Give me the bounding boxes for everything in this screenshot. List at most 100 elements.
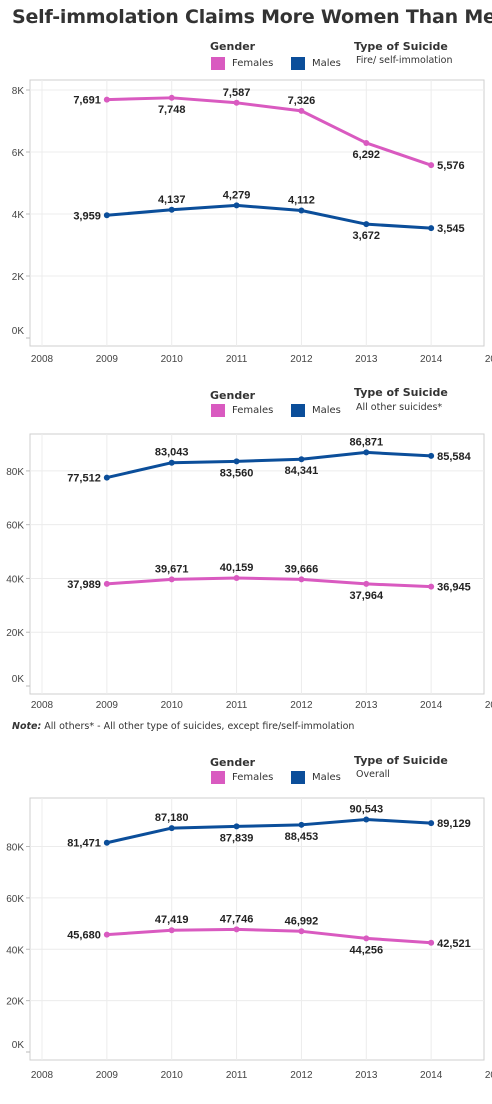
x-tick-label: 2008 — [31, 354, 54, 365]
x-tick-label: 2011 — [226, 1070, 248, 1081]
x-tick-label: 2014 — [420, 354, 443, 365]
note-text: All others* - All other type of suicides… — [44, 721, 355, 732]
males-swatch — [291, 771, 305, 784]
data-point-males — [363, 221, 370, 228]
data-point-females — [103, 931, 110, 938]
y-tick-label: 0K — [12, 674, 25, 685]
data-label-females: 7,748 — [158, 104, 186, 116]
x-tick-label: 2009 — [96, 354, 119, 365]
legend-gender-title: Gender — [210, 389, 256, 402]
legend-females-label: Females — [232, 405, 274, 416]
data-label-males: 86,871 — [349, 436, 383, 448]
data-point-males — [168, 825, 175, 832]
plot-frame — [29, 79, 485, 347]
x-tick-label: 2012 — [290, 700, 313, 711]
series-line-females — [106, 576, 432, 589]
footnote: Note: All others* - All other type of su… — [12, 721, 354, 732]
data-point-females — [428, 939, 435, 946]
legend-type-title: Type of Suicide — [354, 754, 448, 767]
data-label-males: 88,453 — [285, 831, 319, 843]
x-tick-label: 2010 — [161, 700, 184, 711]
males-swatch — [291, 57, 305, 70]
females-swatch — [211, 404, 225, 417]
x-tick-label: 2015 — [485, 354, 492, 365]
data-label-males: 85,584 — [437, 451, 472, 463]
data-label-females: 40,159 — [220, 562, 254, 574]
legend-gender-title: Gender — [210, 756, 256, 769]
data-label-males: 83,043 — [155, 447, 189, 459]
data-label-females: 36,945 — [437, 582, 471, 594]
plot-frame — [29, 797, 485, 1061]
x-tick-label: 2009 — [96, 700, 119, 711]
y-tick-label: 2K — [12, 272, 25, 283]
data-point-females — [298, 928, 305, 935]
data-label-males: 4,112 — [288, 195, 315, 207]
data-point-males — [298, 207, 305, 214]
data-label-males: 3,545 — [437, 223, 465, 235]
x-tick-label: 2012 — [290, 354, 313, 365]
legend-gender-title: Gender — [210, 40, 256, 53]
legend-type-value: Overall — [356, 769, 390, 780]
chart-overall: Gender Females Males Type of Suicide Ove… — [0, 740, 492, 1104]
y-tick-label: 80K — [6, 467, 24, 478]
x-tick-label: 2009 — [96, 1070, 119, 1081]
data-label-males: 87,180 — [155, 812, 189, 824]
data-point-males — [298, 456, 305, 463]
y-tick-label: 60K — [6, 521, 24, 532]
females-swatch — [211, 771, 225, 784]
x-tick-label: 2013 — [355, 1070, 378, 1081]
females-swatch — [211, 57, 225, 70]
y-tick-label: 8K — [12, 86, 25, 97]
data-point-females — [168, 576, 175, 583]
data-label-males: 87,839 — [220, 832, 254, 844]
data-point-females — [298, 576, 305, 583]
x-tick-label: 2011 — [226, 700, 248, 711]
page-title: Self-immolation Claims More Women Than M… — [12, 6, 492, 28]
males-swatch — [291, 404, 305, 417]
y-tick-label: 40K — [6, 945, 24, 956]
data-label-females: 5,576 — [437, 160, 465, 172]
chart-svg: 2008 2009 2010 2011 2012 2013 2014 2015 80K 60K 40… — [6, 433, 492, 711]
x-tick-label: 2008 — [31, 1070, 54, 1081]
legend-type-title: Type of Suicide — [354, 40, 448, 53]
legend-males[interactable]: Males — [291, 771, 341, 784]
data-point-males — [428, 820, 435, 827]
data-label-males: 83,560 — [220, 467, 254, 479]
data-point-males — [103, 839, 110, 846]
legend-females[interactable]: Females — [211, 771, 273, 784]
legend-females[interactable]: Females — [211, 57, 273, 70]
legend-females-label: Females — [232, 58, 274, 69]
data-label-males: 81,471 — [67, 838, 101, 850]
series-line-males — [106, 450, 432, 480]
x-tick-label: 2014 — [420, 1070, 443, 1081]
series-line-females — [106, 96, 432, 167]
x-tick-label: 2015 — [485, 700, 492, 711]
legend-males[interactable]: Males — [291, 404, 341, 417]
data-label-males: 4,137 — [158, 194, 186, 206]
x-tick-label: 2011 — [226, 354, 248, 365]
data-point-females — [168, 94, 175, 101]
y-tick-label: 80K — [6, 843, 24, 854]
data-point-females — [233, 926, 240, 933]
plot-frame — [29, 433, 485, 695]
data-point-males — [103, 212, 110, 219]
data-point-females — [363, 935, 370, 942]
y-tick-label: 4K — [12, 210, 25, 221]
y-tick-label: 0K — [12, 1040, 25, 1051]
data-point-females — [428, 162, 435, 169]
chart-svg: 2008 2009 2010 2011 2012 2013 2014 2015 8K 6K 4K 2K… — [12, 79, 492, 365]
data-point-males — [233, 823, 240, 830]
legend-males-label: Males — [312, 772, 341, 783]
note-label: Note: — [12, 721, 42, 732]
data-label-males: 90,543 — [349, 803, 383, 815]
legend-type-title: Type of Suicide — [354, 386, 448, 399]
series-line-females — [106, 927, 432, 945]
x-tick-label: 2010 — [161, 1070, 184, 1081]
legend-females[interactable]: Females — [211, 404, 273, 417]
data-label-females: 42,521 — [437, 938, 471, 950]
legend-type-value: Fire/ self-immolation — [356, 55, 453, 66]
data-point-females — [233, 99, 240, 106]
data-label-females: 37,964 — [349, 590, 384, 602]
legend-males[interactable]: Males — [291, 57, 341, 70]
y-tick-label: 20K — [6, 628, 24, 639]
